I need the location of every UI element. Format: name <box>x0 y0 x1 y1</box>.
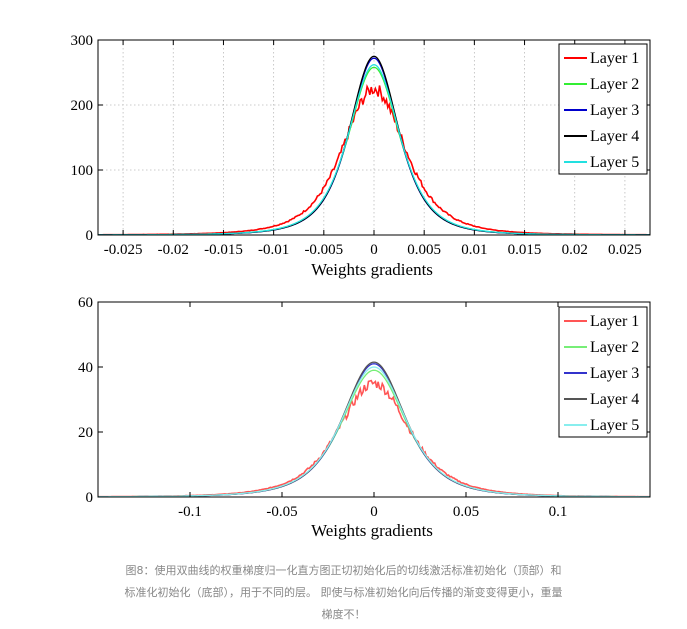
x-tick-label: -0.005 <box>304 242 343 258</box>
x-tick-label: 0.025 <box>608 242 642 258</box>
x-tick-label: 0.005 <box>407 242 441 258</box>
figure: -0.025 -0.02 -0.015 -0.01 -0.005 0 0.005 0.01 0.… <box>71 33 651 540</box>
x-tick-label: -0.02 <box>158 242 189 258</box>
x-tick-label: 0.05 <box>453 504 479 520</box>
legend-label-1: Layer 1 <box>590 50 639 67</box>
figure-caption: 图8：使用双曲线的权重梯度归一化直方图正切初始化后的切线激活标准初始化（顶部）和… <box>0 560 687 626</box>
x-tick-label: 0.015 <box>508 242 542 258</box>
x-tick-label: 0.1 <box>549 504 568 520</box>
caption-line-1: 图8：使用双曲线的权重梯度归一化直方图正切初始化后的切线激活标准初始化（顶部）和 <box>125 564 562 577</box>
x-tick-label: -0.01 <box>258 242 289 258</box>
legend-label-3: Layer 3 <box>590 365 639 382</box>
caption-line-2: 标准化初始化（底部），用于不同的层。 即使与标准初始化向后传播的渐变变得更小，重… <box>124 586 563 599</box>
x-tick-label: 0.01 <box>461 242 487 258</box>
x-tick-label: 0 <box>370 504 378 520</box>
x-axis-label: Weights gradients <box>311 521 433 540</box>
legend-label-4: Layer 4 <box>590 391 639 408</box>
x-tick-label: -0.1 <box>178 504 202 520</box>
legend-label-1: Layer 1 <box>590 313 639 330</box>
x-tick-label: 0 <box>370 242 378 258</box>
legend: Layer 1 Layer 2 Layer 3 Layer 4 Layer 5 <box>558 306 648 438</box>
legend-label-4: Layer 4 <box>590 128 639 145</box>
legend-label-3: Layer 3 <box>590 102 639 119</box>
y-tick-label: 100 <box>71 163 94 179</box>
legend-label-5: Layer 5 <box>590 417 639 434</box>
x-tick-label: -0.05 <box>266 504 297 520</box>
y-tick-label: 0 <box>86 490 94 506</box>
y-tick-label: 300 <box>71 33 94 49</box>
y-tick-label: 40 <box>78 360 93 376</box>
legend-label-2: Layer 2 <box>590 76 639 93</box>
y-tick-label: 20 <box>78 425 93 441</box>
y-tick-label: 0 <box>86 228 94 244</box>
legend-label-5: Layer 5 <box>590 154 639 171</box>
chart-1: -0.025 -0.02 -0.015 -0.01 -0.005 0 0.005 0.01 0.… <box>71 33 651 279</box>
x-tick-label: -0.015 <box>204 242 243 258</box>
caption-line-3: 梯度不！ <box>321 608 366 621</box>
series-line-5 <box>97 64 651 236</box>
x-tick-label: -0.025 <box>104 242 143 258</box>
x-tick-label: 0.02 <box>562 242 588 258</box>
y-tick-label: 200 <box>71 98 94 114</box>
chart-2: -0.1 -0.05 0 0.05 0.1 0 20 40 60 Weights gradient… <box>78 295 651 540</box>
x-axis-label: Weights gradients <box>311 260 433 279</box>
y-tick-label: 60 <box>78 295 93 311</box>
legend: Layer 1 Layer 2 Layer 3 Layer 4 Layer 5 <box>558 43 648 175</box>
legend-label-2: Layer 2 <box>590 339 639 356</box>
